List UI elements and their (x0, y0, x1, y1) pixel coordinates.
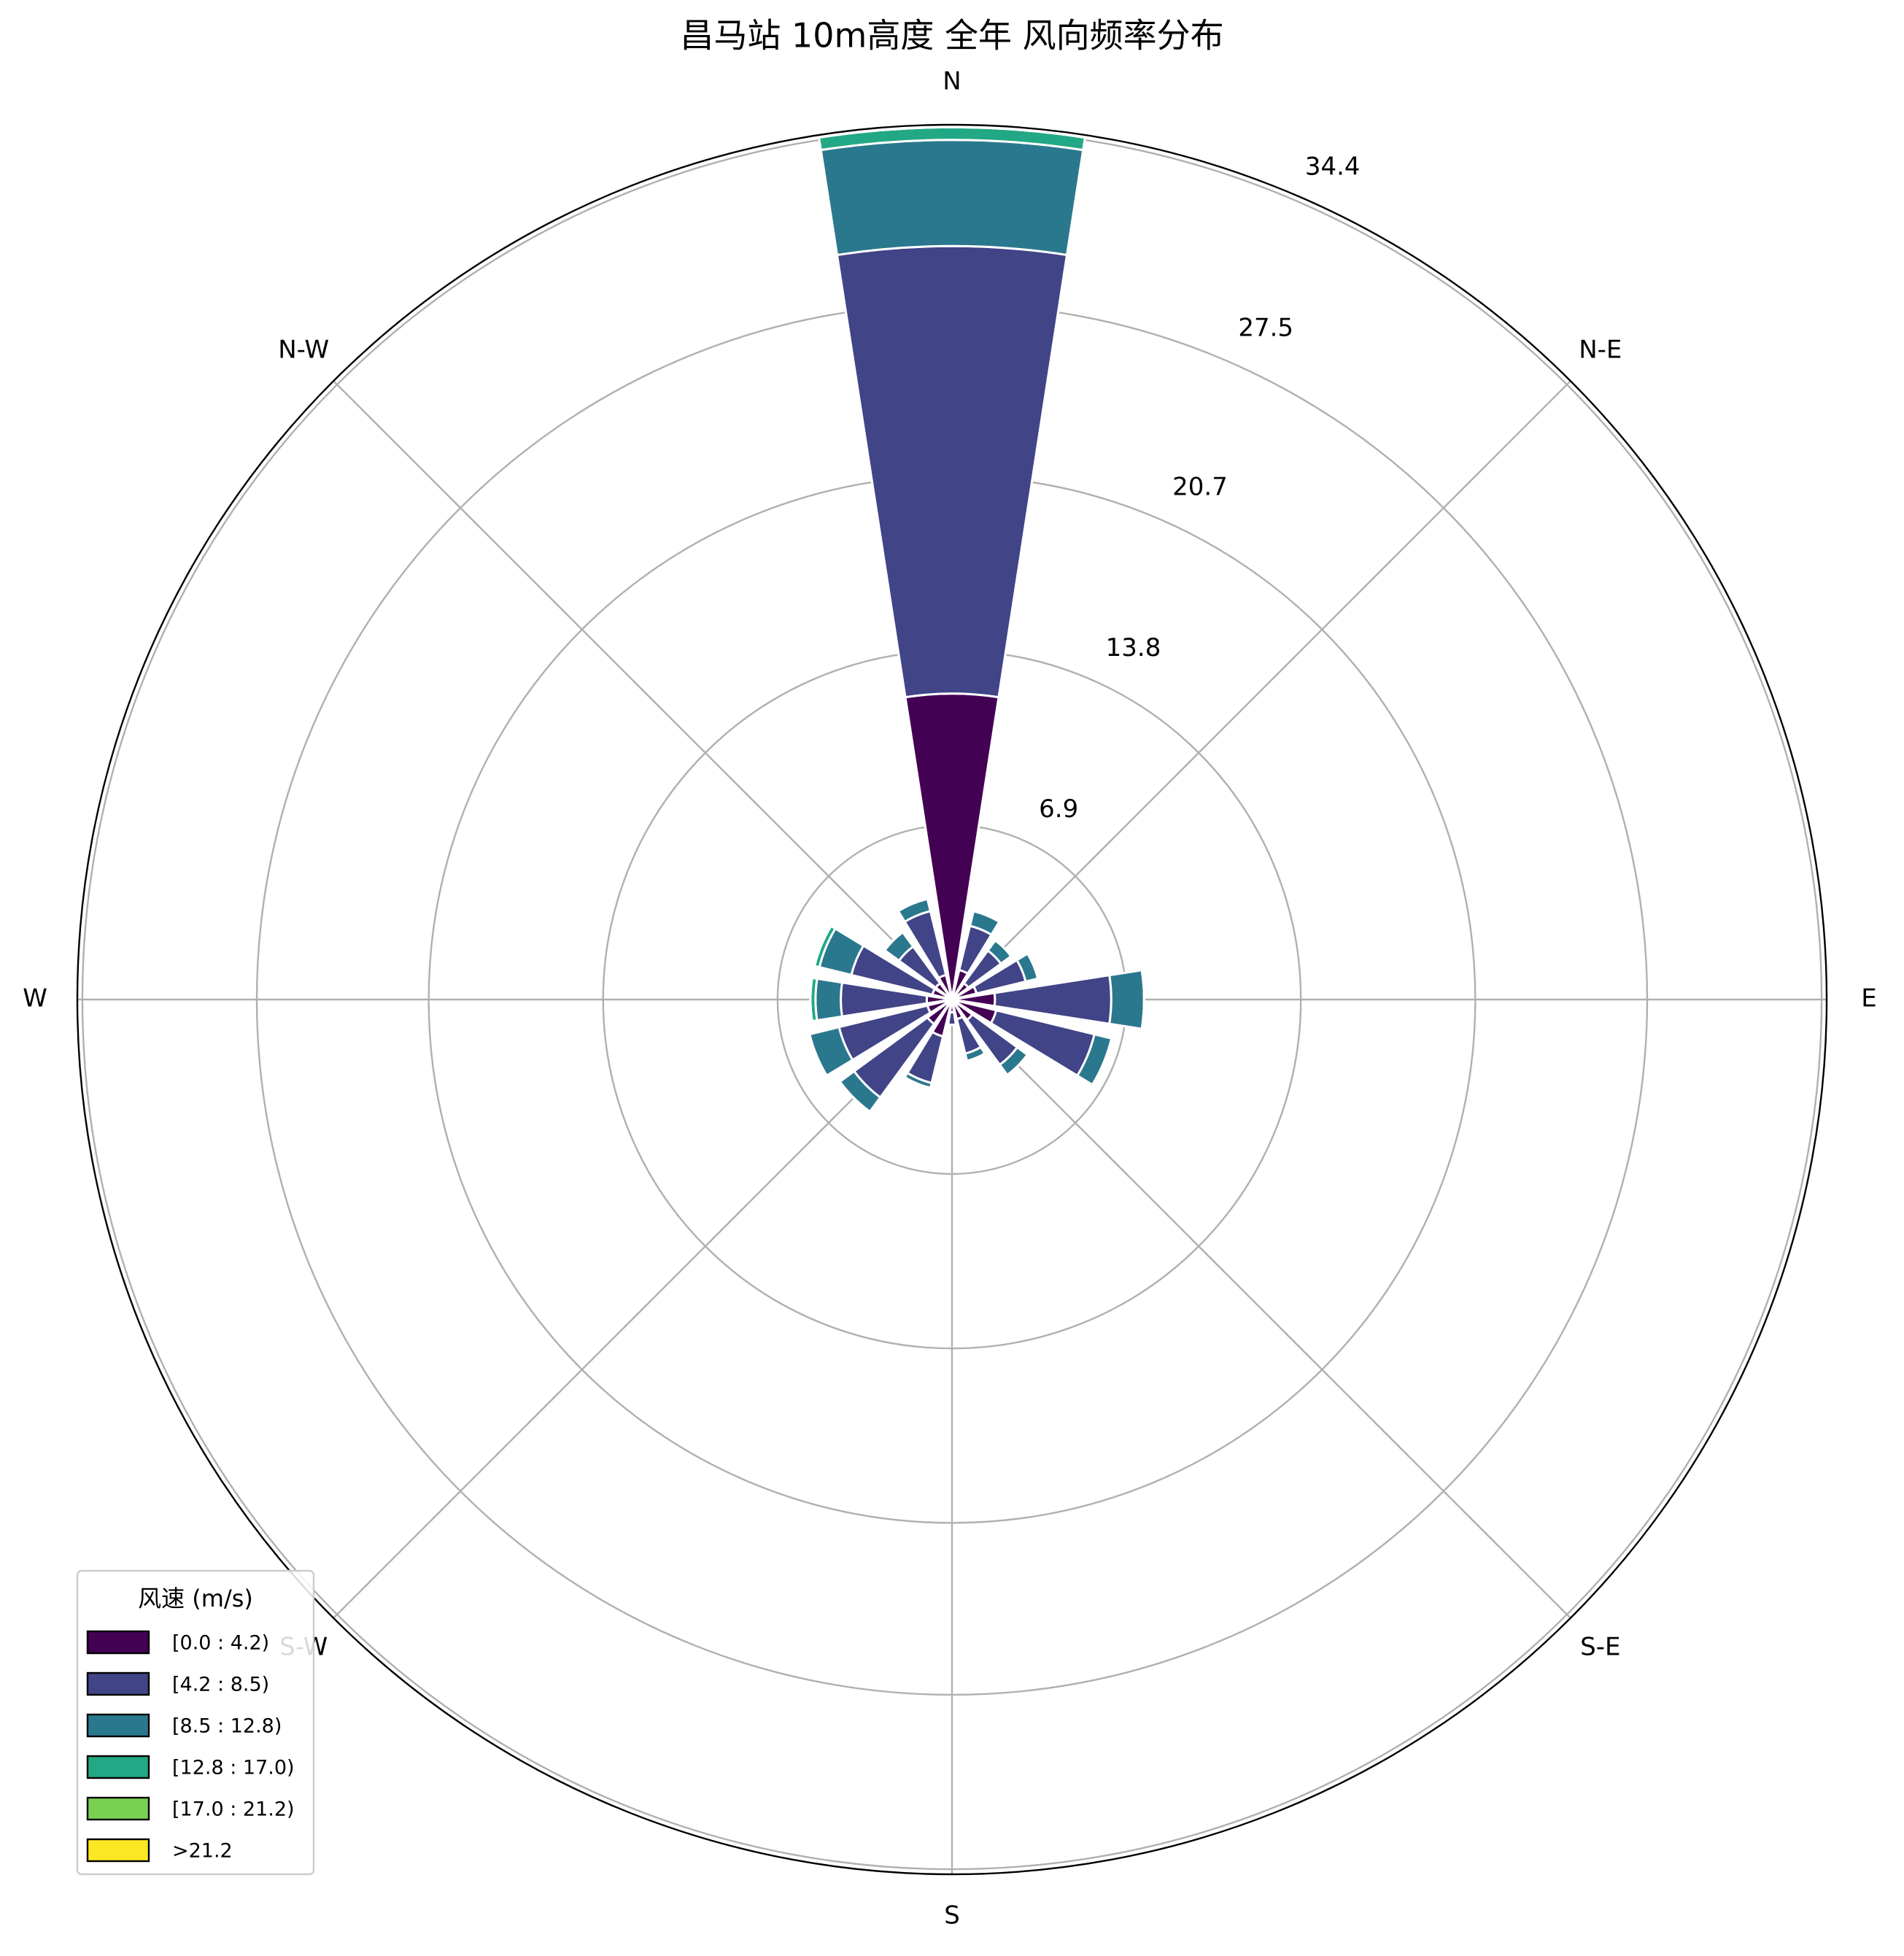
legend-swatch (86, 1796, 150, 1821)
legend-label: >21.2 (172, 1840, 233, 1863)
legend-swatch (86, 1671, 150, 1696)
legend-label: [4.2 : 8.5) (172, 1674, 269, 1696)
direction-label: W (23, 984, 47, 1013)
bar-segment (994, 939, 1013, 957)
r-tick-label: 13.8 (1106, 633, 1161, 662)
direction-label: N-E (1579, 336, 1622, 365)
direction-label: N (943, 67, 961, 96)
legend-swatch (86, 1838, 150, 1863)
bar-segment (883, 931, 904, 951)
bar-segment (973, 910, 1000, 923)
r-tick-label: 20.7 (1172, 472, 1228, 501)
bar-segment (1108, 969, 1145, 1030)
legend-label: [12.8 : 17.0) (172, 1757, 295, 1779)
direction-label: N-W (278, 336, 329, 365)
legend-swatch (86, 1713, 150, 1738)
r-tick-label: 6.9 (1039, 795, 1078, 824)
legend-label: [0.0 : 4.2) (172, 1632, 269, 1655)
legend-label: [17.0 : 21.2) (172, 1798, 295, 1821)
bar-segment (808, 1034, 828, 1077)
bar-segment (809, 978, 813, 1021)
bar-segment (819, 126, 1085, 139)
legend-title: 风速 (m/s) (138, 1585, 253, 1612)
direction-label: E (1861, 984, 1876, 1013)
bar-segment (814, 977, 844, 1022)
grid-spoke (951, 999, 1571, 1619)
bar-segment (1006, 1054, 1029, 1076)
legend-swatch (86, 1755, 150, 1779)
bar-segment (897, 897, 928, 912)
r-tick-label: 34.4 (1305, 152, 1361, 182)
bar-segment (1026, 953, 1040, 979)
bar-segment (813, 925, 832, 967)
chart-title: 昌马站 10m高度 全年 风向频率分布 (680, 16, 1223, 55)
bar-segment (819, 139, 1085, 257)
legend-swatch (86, 1630, 150, 1655)
grid-spoke (333, 999, 953, 1619)
bar-segment (904, 1076, 931, 1089)
polar-frame (76, 123, 1828, 1876)
direction-label: S-E (1580, 1632, 1620, 1661)
grid-spoke (333, 380, 953, 1000)
r-tick-label: 27.5 (1238, 314, 1293, 343)
direction-label: S (944, 1901, 960, 1930)
grid-spoke (951, 380, 1571, 1000)
legend-label: [8.5 : 12.8) (172, 1715, 282, 1738)
legend: 风速 (m/s) [0.0 : 4.2) [4.2 : 8.5) [8.5 : 12.… (76, 1569, 315, 1876)
